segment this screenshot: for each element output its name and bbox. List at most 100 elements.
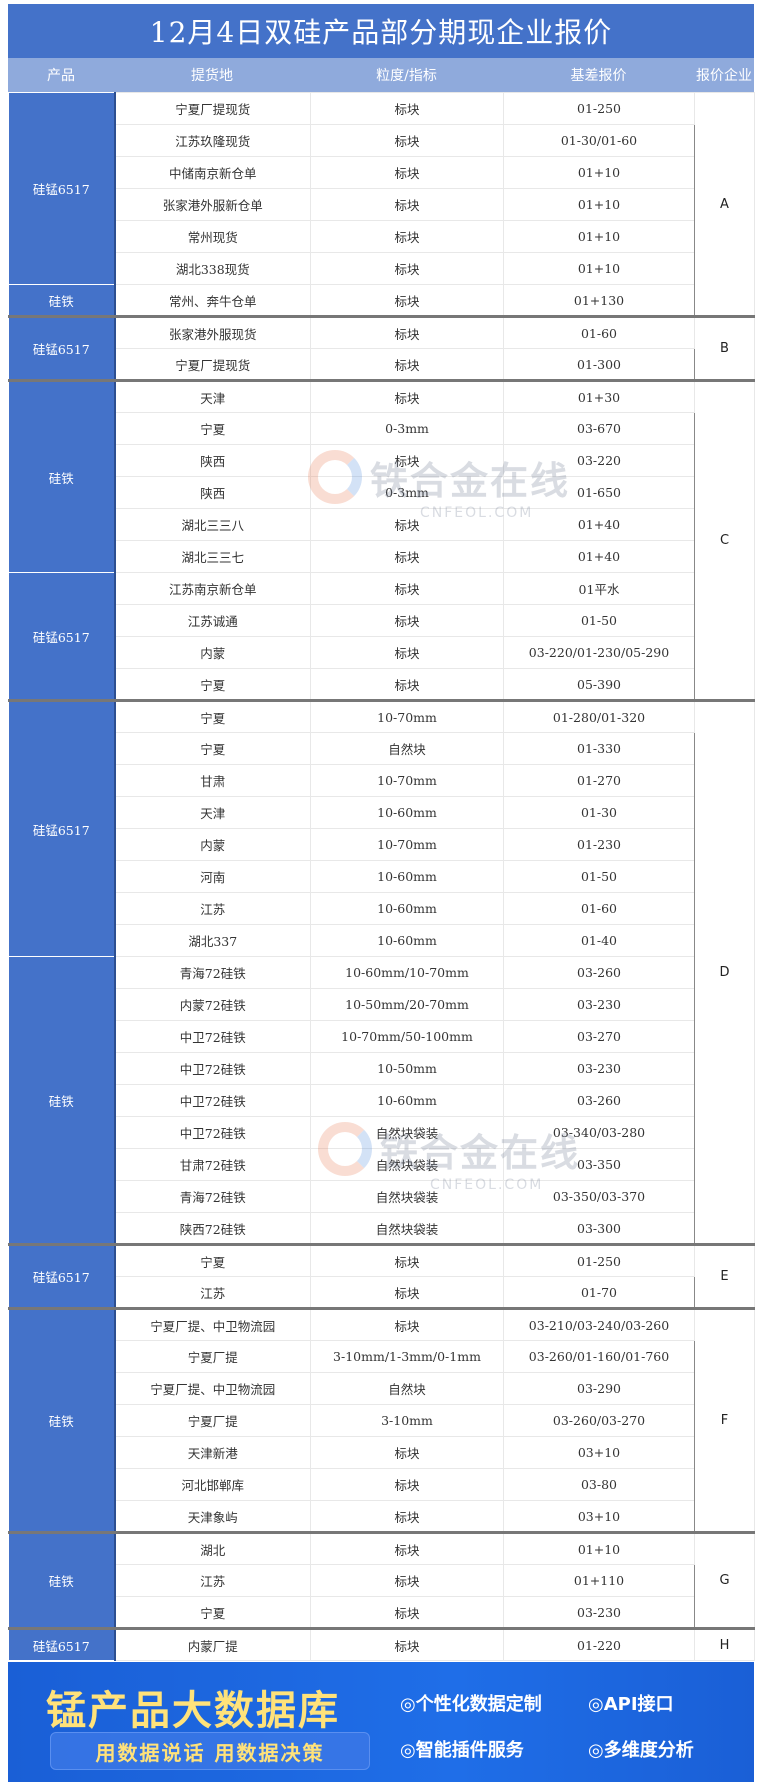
- location-cell: 宁夏厂提现货: [114, 92, 311, 125]
- basis-price-cell: 03-350: [503, 1148, 695, 1181]
- basis-price-cell: 03-270: [503, 1020, 695, 1053]
- size-cell: 标块: [310, 636, 504, 669]
- location-cell: 甘肃: [114, 764, 311, 797]
- company-cell: B: [694, 315, 755, 381]
- basis-price-cell: 01-230: [503, 828, 695, 861]
- basis-price-cell: 01+40: [503, 540, 695, 573]
- page-title: 12月4日双硅产品部分期现企业报价: [8, 4, 754, 58]
- location-cell: 甘肃72硅铁: [114, 1148, 311, 1181]
- table-row: 硅锰6517 张家港外服现货 标块 01-60 B: [8, 315, 755, 381]
- size-cell: 10-60mm: [310, 796, 504, 829]
- table-row: 中卫72硅铁 自然块袋装 03-340/03-280: [9, 1116, 755, 1149]
- size-cell: 自然块袋装: [310, 1116, 504, 1149]
- header-company: 报价企业: [696, 68, 752, 84]
- size-cell: 10-60mm/10-70mm: [310, 956, 504, 989]
- basis-price-cell: 01+110: [503, 1564, 695, 1597]
- size-cell: 标块: [310, 1531, 504, 1565]
- table-row: 湖北三三八 标块 01+40: [9, 508, 755, 541]
- table-row: 甘肃 10-70mm 01-270: [9, 764, 755, 797]
- table-row: 湖北三三七 标块 01+40: [9, 540, 755, 573]
- basis-price-cell: 01-60: [503, 315, 695, 349]
- product-cell: 硅锰6517: [8, 1243, 116, 1309]
- basis-price-cell: 03-300: [503, 1212, 695, 1245]
- basis-price-cell: 01+10: [503, 220, 695, 253]
- basis-price-cell: 03-340/03-280: [503, 1116, 695, 1149]
- table-row: 硅锰6517 宁夏 10-70mm 01-280/01-320 D: [8, 699, 755, 1245]
- promo-banner[interactable]: 锰产品大数据库 用数据说话 用数据决策 ◎个性化数据定制 ◎API接口 ◎智能插…: [8, 1662, 754, 1782]
- location-cell: 陕西: [114, 476, 311, 509]
- company-cell: D: [694, 699, 755, 1245]
- banner-title: 锰产品大数据库: [46, 1687, 340, 1734]
- size-cell: 标块: [310, 604, 504, 637]
- table-row: 江苏 标块 01+110: [9, 1564, 755, 1597]
- basis-price-cell: 03-220: [503, 444, 695, 477]
- location-cell: 宁夏厂提、中卫物流园: [114, 1307, 311, 1341]
- location-cell: 宁夏: [114, 412, 311, 445]
- size-cell: 自然块袋装: [310, 1180, 504, 1213]
- size-cell: 10-60mm: [310, 892, 504, 925]
- size-cell: 10-60mm: [310, 1084, 504, 1117]
- basis-price-cell: 03-220/01-230/05-290: [503, 636, 695, 669]
- size-cell: 标块: [310, 508, 504, 541]
- location-cell: 湖北337: [114, 924, 311, 957]
- product-cell: 硅铁: [8, 379, 116, 573]
- product-cell: 硅铁: [8, 1307, 116, 1533]
- basis-price-cell: 03+10: [503, 1436, 695, 1469]
- table-row: 宁夏 标块 03-230: [9, 1596, 755, 1629]
- size-cell: 标块: [310, 1276, 504, 1309]
- basis-price-cell: 03-260: [503, 1084, 695, 1117]
- location-cell: 宁夏: [114, 668, 311, 701]
- table-row: 宁夏厂提现货 标块 01-300: [9, 348, 755, 381]
- size-cell: 标块: [310, 1500, 504, 1533]
- size-cell: 标块: [310, 1596, 504, 1629]
- product-cell: 硅锰6517: [8, 92, 116, 285]
- table-row: 硅铁 天津 标块 01+30 C: [8, 379, 755, 701]
- company-cell: A: [694, 92, 755, 317]
- table-row: 常州现货 标块 01+10: [9, 220, 755, 253]
- table-row: 陕西72硅铁 自然块袋装 03-300: [9, 1212, 755, 1245]
- size-cell: 10-70mm/50-100mm: [310, 1020, 504, 1053]
- location-cell: 宁夏厂提、中卫物流园: [114, 1372, 311, 1405]
- size-cell: 标块: [310, 572, 504, 605]
- size-cell: 标块: [310, 188, 504, 221]
- table-row: 青海72硅铁 自然块袋装 03-350/03-370: [9, 1180, 755, 1213]
- basis-price-cell: 01-30: [503, 796, 695, 829]
- size-cell: 自然块: [310, 732, 504, 765]
- table-row: 河北邯郸库 标块 03-80: [9, 1468, 755, 1501]
- basis-price-cell: 01-40: [503, 924, 695, 957]
- product-cell: 硅锰6517: [8, 315, 116, 381]
- header-product: 产品: [47, 68, 75, 84]
- size-cell: 标块: [310, 1468, 504, 1501]
- basis-price-cell: 01-330: [503, 732, 695, 765]
- table-row: 中卫72硅铁 10-70mm/50-100mm 03-270: [9, 1020, 755, 1053]
- table-row: 宁夏 0-3mm 03-670: [9, 412, 755, 445]
- size-cell: 10-70mm: [310, 828, 504, 861]
- size-cell: 标块: [310, 252, 504, 285]
- location-cell: 宁夏: [114, 1596, 311, 1629]
- location-cell: 中卫72硅铁: [114, 1116, 311, 1149]
- size-cell: 3-10mm: [310, 1404, 504, 1437]
- company-cell: C: [694, 379, 755, 701]
- table-row: 河南 10-60mm 01-50: [9, 860, 755, 893]
- location-cell: 内蒙: [114, 828, 311, 861]
- size-cell: 0-3mm: [310, 476, 504, 509]
- header-basis-price: 基差报价: [570, 68, 627, 84]
- size-cell: 0-3mm: [310, 412, 504, 445]
- product-cell: 硅铁: [8, 1531, 116, 1629]
- table-row: 湖北338现货 标块 01+10: [9, 252, 755, 285]
- basis-price-cell: 01+10: [503, 188, 695, 221]
- location-cell: 江苏玖隆现货: [114, 124, 311, 157]
- location-cell: 中卫72硅铁: [114, 1020, 311, 1053]
- size-cell: 标块: [310, 220, 504, 253]
- location-cell: 常州、奔牛仓单: [114, 284, 311, 317]
- table-row: 中卫72硅铁 10-60mm 03-260: [9, 1084, 755, 1117]
- table-row: 硅铁 常州、奔牛仓单 标块 01+130: [8, 284, 755, 317]
- size-cell: 标块: [310, 348, 504, 381]
- location-cell: 陕西72硅铁: [114, 1212, 311, 1245]
- basis-price-cell: 03-350/03-370: [503, 1180, 695, 1213]
- product-cell: 硅锰6517: [8, 699, 116, 957]
- location-cell: 江苏: [114, 892, 311, 925]
- company-cell: F: [694, 1307, 755, 1533]
- table-row: 硅铁 青海72硅铁 10-60mm/10-70mm 03-260: [8, 956, 755, 1245]
- size-cell: 标块: [310, 156, 504, 189]
